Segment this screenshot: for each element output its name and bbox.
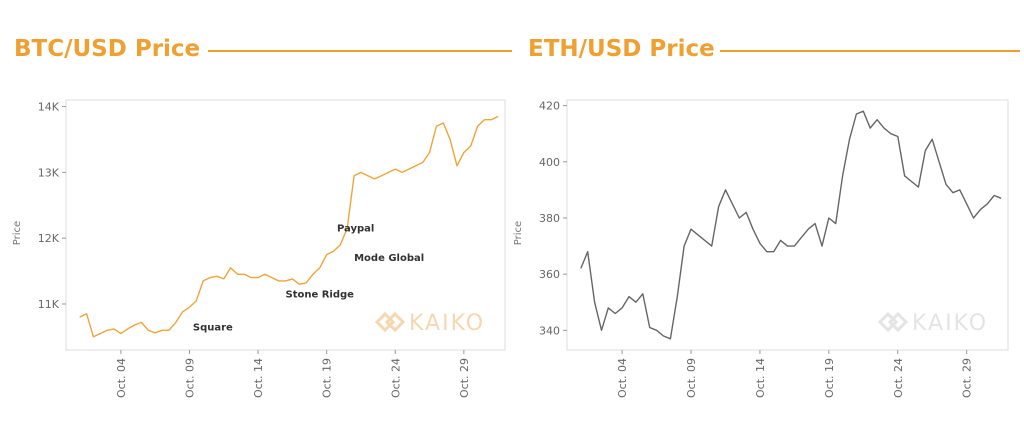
eth-ytick-label: 360: [539, 268, 560, 281]
eth-price-line: [580, 110, 1002, 340]
btc-ytick-label: 12K: [38, 232, 60, 245]
eth-xtick-label: Oct. 04: [616, 358, 629, 398]
btc-xtick-label: Oct. 19: [321, 358, 334, 398]
btc-ytick-label: 11K: [38, 298, 60, 311]
kaiko-logo-icon: [877, 311, 909, 333]
kaiko-logo-icon: [374, 311, 406, 333]
btc-xtick-label: Oct. 14: [252, 358, 265, 398]
btc-title-rule: [208, 50, 512, 52]
eth-ytick-label: 340: [539, 324, 560, 337]
annotation-stone-ridge: Stone Ridge: [286, 289, 355, 300]
annotation-square: Square: [193, 322, 233, 333]
btc-xtick-label: Oct. 24: [389, 358, 402, 398]
annotation-mode-global: Mode Global: [354, 253, 424, 264]
btc-kaiko-watermark: KAIKO: [374, 311, 485, 336]
kaiko-wordmark: KAIKO: [912, 311, 988, 336]
eth-xtick-label: Oct. 14: [754, 358, 767, 398]
btc-xtick-label: Oct. 09: [183, 358, 196, 398]
eth-ytick-label: 420: [539, 100, 560, 113]
btc-xtick-label: Oct. 29: [458, 358, 471, 398]
eth-ylabel: Price: [513, 221, 524, 245]
eth-ytick-label: 380: [539, 212, 560, 225]
eth-title-rule: [720, 50, 1020, 52]
kaiko-wordmark: KAIKO: [409, 311, 485, 336]
eth-ytick-label: 400: [539, 156, 560, 169]
btc-xtick-label: Oct. 04: [115, 358, 128, 398]
annotation-paypal: Paypal: [337, 224, 374, 235]
eth-xtick-label: Oct. 09: [685, 358, 698, 398]
eth-xtick-label: Oct. 19: [823, 358, 836, 398]
eth-kaiko-watermark: KAIKO: [877, 311, 988, 336]
eth-plot-frame: [566, 99, 1009, 351]
btc-price-line: [79, 115, 499, 338]
btc-ylabel: Price: [12, 221, 23, 245]
btc-ytick-label: 14K: [38, 101, 60, 114]
btc-plot-frame: [65, 99, 506, 351]
eth-chart-title: ETH/USD Price: [528, 36, 715, 62]
btc-chart-title: BTC/USD Price: [14, 36, 201, 62]
btc-ytick-label: 13K: [38, 166, 60, 179]
eth-xtick-label: Oct. 29: [961, 358, 974, 398]
eth-xtick-label: Oct. 24: [892, 358, 905, 398]
